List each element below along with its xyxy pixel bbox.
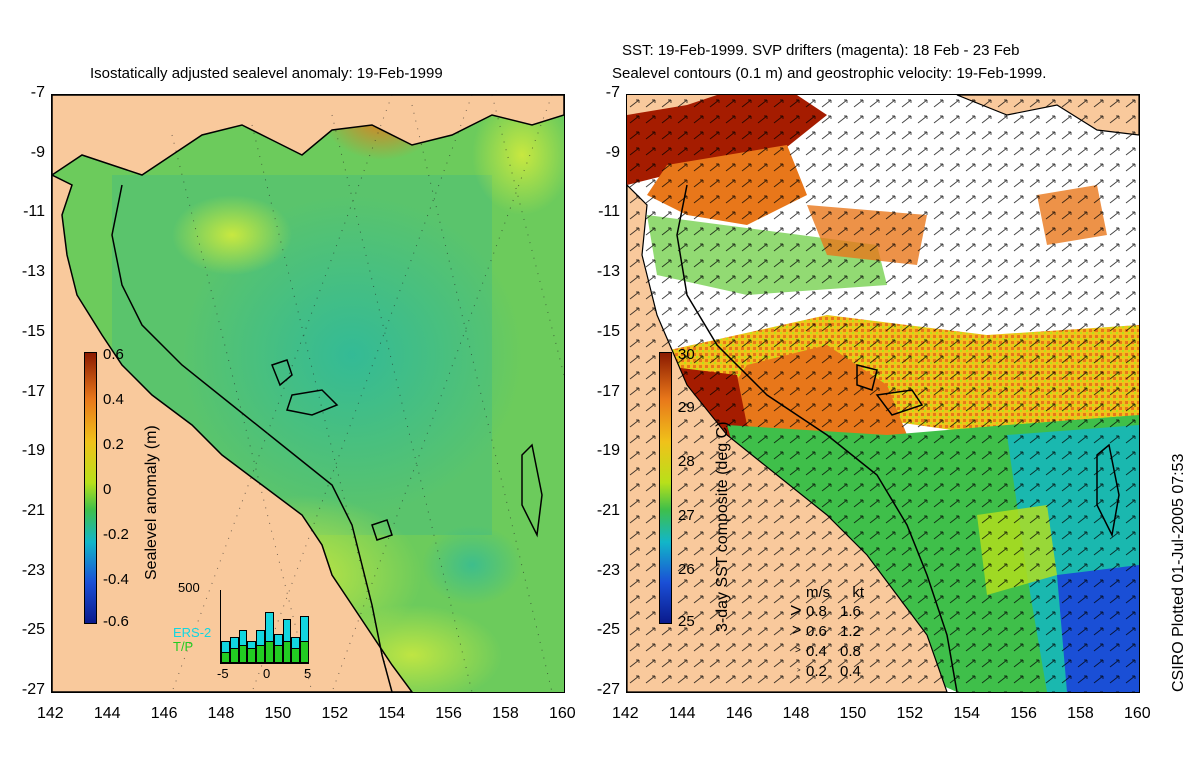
sealevel-lon-tick: 146 <box>150 705 178 722</box>
sst-lat-tick: -9 <box>605 143 620 161</box>
inset-bar-tp <box>238 644 248 663</box>
inset-bar-tp <box>273 644 283 663</box>
sst-colorbar-tick: 29 <box>678 399 695 416</box>
sealevel-lon-tick: 142 <box>37 705 64 722</box>
sst-lon-tick: 148 <box>782 705 810 722</box>
sealevel-lat-tick: -17 <box>21 382 45 400</box>
sst-lon-tick: 144 <box>668 705 696 722</box>
sealevel-colorbar-tick: 0.6 <box>103 346 124 363</box>
inset-bar-tp <box>256 644 265 663</box>
velocity-legend-arrow: > <box>797 668 801 674</box>
sealevel-map <box>51 94 565 693</box>
inset-bar-tp <box>282 641 292 663</box>
sealevel-lon-tick: 144 <box>93 705 121 722</box>
sst-lat-tick: -23 <box>596 561 620 579</box>
sealevel-lon-tick: 156 <box>435 705 462 722</box>
sst-lat-tick: -13 <box>596 263 620 281</box>
left-panel-title: Isostatically adjusted sealevel anomaly:… <box>90 65 443 82</box>
sst-lat-tick: -19 <box>596 442 620 460</box>
sst-lat-tick: -17 <box>596 382 620 400</box>
sealevel-lat-tick: -15 <box>21 322 45 340</box>
credit-text: CSIRO Plotted 01-Jul-2005 07:53 <box>1170 453 1187 692</box>
velocity-legend-kt: 1.2 <box>840 623 861 640</box>
sealevel-lon-tick: 160 <box>549 705 576 722</box>
sealevel-colorbar-tick: -0.6 <box>103 613 129 630</box>
inset-legend-ers2: ERS-2 <box>173 625 212 640</box>
sealevel-colorbar-tick: 0.2 <box>103 436 124 453</box>
velocity-legend-ms-header: m/s <box>806 584 831 601</box>
velocity-legend-arrow: > <box>792 622 802 639</box>
inset-bar-tp <box>291 648 301 663</box>
sealevel-lon-tick: 158 <box>492 705 519 722</box>
velocity-legend-ms: 0.4 <box>806 643 827 660</box>
sst-colorbar-tick: 28 <box>678 453 695 470</box>
sealevel-lon-tick: 152 <box>321 705 349 722</box>
right-panel-title-line2: Sealevel contours (0.1 m) and geostrophi… <box>612 65 1047 82</box>
inset-bar-tp <box>300 641 309 663</box>
sealevel-colorbar-label: Sealevel anomaly (m) <box>143 425 160 580</box>
velocity-legend-arrow: > <box>795 645 801 656</box>
sst-colorbar-tick: 26 <box>678 561 695 578</box>
inset-xtick: 5 <box>304 666 312 681</box>
sst-colorbar-tick: 30 <box>678 346 695 363</box>
velocity-legend-kt-header: kt <box>852 584 865 601</box>
sst-lon-tick: 160 <box>1124 705 1151 722</box>
sst-colorbar-tick: 27 <box>678 507 695 524</box>
sst-lat-tick: -15 <box>596 322 620 340</box>
sst-colorbar <box>659 352 672 624</box>
sealevel-lat-tick: -7 <box>30 84 45 101</box>
sealevel-lon-tick: 154 <box>378 705 406 722</box>
sealevel-lat-tick: -11 <box>23 203 45 221</box>
sst-lon-tick: 152 <box>896 705 924 722</box>
sealevel-colorbar-tick: 0.4 <box>103 391 124 408</box>
sealevel-lat-tick: -27 <box>21 681 45 698</box>
inset-histogram <box>220 590 309 664</box>
sealevel-lon-tick: 148 <box>207 705 235 722</box>
sst-lon-tick: 154 <box>953 705 981 722</box>
inset-xtick: 0 <box>263 666 271 681</box>
sealevel-colorbar-tick: -0.4 <box>103 571 129 588</box>
inset-bar-tp <box>229 648 239 663</box>
sst-lon-tick: 158 <box>1067 705 1094 722</box>
sst-lon-tick: 146 <box>725 705 753 722</box>
inset-bar-tp <box>247 648 257 663</box>
velocity-legend-kt: 1.6 <box>840 603 861 620</box>
inset-xtick: -5 <box>217 666 229 681</box>
sst-map <box>626 94 1140 693</box>
velocity-legend-ms: 0.6 <box>806 623 827 640</box>
sst-lat-tick: -11 <box>598 203 620 221</box>
sst-colorbar-tick: 25 <box>678 613 695 630</box>
sst-lat-tick: -21 <box>596 501 620 519</box>
sealevel-lat-tick: -25 <box>21 621 45 639</box>
inset-legend-tp: T/P <box>173 639 194 654</box>
sealevel-lat-tick: -19 <box>21 442 45 460</box>
sst-lon-tick: 150 <box>839 705 867 722</box>
sealevel-lon-tick: 150 <box>264 705 292 722</box>
velocity-legend-header: m/s kt <box>806 584 864 601</box>
sealevel-lat-tick: -9 <box>30 143 45 161</box>
sst-colorbar-label: 3-day SST composite (deg C) <box>714 421 731 632</box>
inset-bar-tp <box>265 641 274 663</box>
velocity-legend-ms: 0.2 <box>806 663 827 680</box>
sst-lat-tick: -25 <box>596 621 620 639</box>
sealevel-map-canvas <box>52 95 564 692</box>
sst-lat-tick: -27 <box>596 681 620 698</box>
sst-lon-tick: 142 <box>612 705 639 722</box>
right-panel-title-line1: SST: 19-Feb-1999. SVP drifters (magenta)… <box>622 42 1020 59</box>
sealevel-lat-tick: -23 <box>21 561 45 579</box>
velocity-legend-kt: 0.8 <box>840 643 861 660</box>
inset-ymax-label: 500 <box>178 580 200 595</box>
sst-map-canvas <box>627 95 1139 692</box>
velocity-legend-arrow: > <box>790 600 802 622</box>
sealevel-colorbar-tick: -0.2 <box>103 526 129 543</box>
sst-lat-tick: -7 <box>605 84 620 101</box>
inset-bar-tp <box>221 652 230 663</box>
sst-lon-tick: 156 <box>1010 705 1037 722</box>
velocity-legend-kt: 0.4 <box>840 663 861 680</box>
sealevel-colorbar-tick: 0 <box>103 481 112 498</box>
sealevel-colorbar <box>84 352 97 624</box>
velocity-legend-ms: 0.8 <box>806 603 827 620</box>
sealevel-lat-tick: -13 <box>21 263 45 281</box>
sealevel-lat-tick: -21 <box>21 501 45 519</box>
